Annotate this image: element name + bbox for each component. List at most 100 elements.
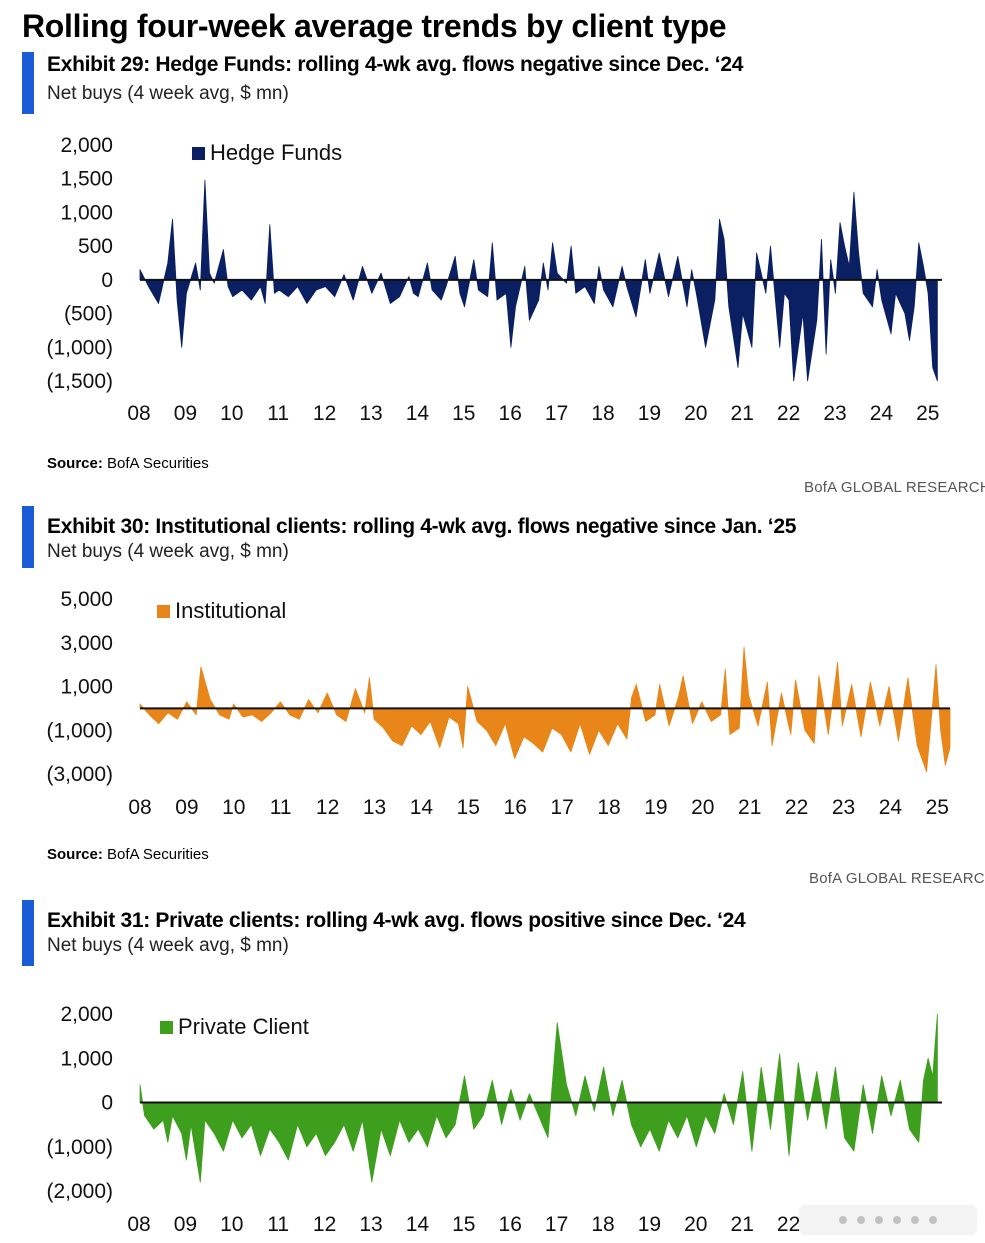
exhibit-subtitle: Net buys (4 week avg, $ mn) — [47, 83, 289, 104]
x-tick-label: 15 — [457, 796, 480, 819]
hedge-funds-chart: 2,000 1,500 1,000 500 0 (500) (1,000) (1,500) 08… — [46, 134, 942, 425]
x-tick-label: 21 — [738, 796, 761, 819]
x-tick-label: 10 — [220, 402, 243, 425]
x-tick-label: 12 — [313, 402, 336, 425]
brand-label: BofA GLOBAL RESEARCH — [804, 479, 985, 496]
legend-swatch — [160, 1021, 173, 1034]
dot-icon — [875, 1216, 883, 1224]
x-tick-label: 10 — [220, 1213, 243, 1236]
y-tick-label: (1,000) — [46, 1136, 113, 1159]
y-tick-label: 5,000 — [60, 588, 113, 611]
series-area — [139, 646, 951, 773]
x-tick-label: 19 — [638, 402, 661, 425]
institutional-chart: 5,000 3,000 1,000 (1,000) (3,000) 08 09 10 11 12 1… — [46, 588, 951, 819]
x-tick-label: 08 — [127, 402, 150, 425]
x-tick-label: 09 — [174, 402, 197, 425]
x-tick-label: 16 — [504, 796, 527, 819]
dot-icon — [929, 1216, 937, 1224]
exhibit-subtitle: Net buys (4 week avg, $ mn) — [47, 541, 289, 562]
brand-label: BofA GLOBAL RESEARCH — [809, 870, 985, 887]
x-tick-label: 21 — [731, 1213, 754, 1236]
y-tick-label: 0 — [101, 1092, 113, 1115]
x-tick-label: 19 — [644, 796, 667, 819]
source-label: Source: — [47, 846, 103, 863]
y-tick-label: (2,000) — [46, 1180, 113, 1203]
x-tick-label: 17 — [545, 1213, 568, 1236]
x-tick-label: 17 — [550, 796, 573, 819]
y-tick-label: 3,000 — [60, 632, 113, 655]
x-tick-label: 21 — [731, 402, 754, 425]
dot-icon — [911, 1216, 919, 1224]
x-tick-label: 08 — [128, 796, 151, 819]
x-tick-label: 17 — [545, 402, 568, 425]
private-client-chart: 2,000 1,000 0 (1,000) (2,000) 08 09 10 11 12 13 14 1… — [46, 1003, 942, 1236]
y-tick-label: 1,500 — [60, 168, 113, 191]
x-tick-label: 16 — [499, 402, 522, 425]
x-tick-label: 25 — [926, 796, 949, 819]
x-tick-label: 13 — [363, 796, 386, 819]
series-area — [139, 1013, 938, 1183]
x-tick-label: 22 — [777, 402, 800, 425]
exhibit-accent-bar — [22, 52, 34, 114]
x-tick-label: 18 — [591, 402, 614, 425]
more-options-button[interactable] — [799, 1205, 977, 1235]
x-tick-label: 11 — [267, 402, 289, 425]
y-tick-label: 1,000 — [60, 676, 113, 699]
x-tick-label: 24 — [870, 402, 894, 425]
y-tick-label: 1,000 — [60, 201, 113, 224]
x-tick-label: 20 — [684, 1213, 707, 1236]
exhibit-title: Exhibit 30: Institutional clients: rolli… — [47, 515, 797, 538]
x-tick-label: 15 — [452, 1213, 475, 1236]
x-tick-label: 12 — [316, 796, 339, 819]
y-tick-label: 1,000 — [60, 1047, 113, 1070]
x-tick-label: 19 — [638, 1213, 661, 1236]
dot-icon — [857, 1216, 865, 1224]
x-tick-label: 12 — [313, 1213, 336, 1236]
x-tick-label: 24 — [879, 796, 903, 819]
x-tick-label: 09 — [174, 1213, 197, 1236]
exhibit-subtitle: Net buys (4 week avg, $ mn) — [47, 935, 289, 956]
dot-icon — [893, 1216, 901, 1224]
source-note: Source: BofA Securities — [47, 455, 209, 472]
x-tick-label: 20 — [691, 796, 714, 819]
y-tick-label: 500 — [78, 235, 113, 258]
source-text: BofA Securities — [102, 455, 209, 472]
x-tick-label: 09 — [175, 796, 198, 819]
x-tick-label: 08 — [127, 1213, 150, 1236]
x-tick-label: 25 — [916, 402, 939, 425]
x-tick-label: 16 — [499, 1213, 522, 1236]
x-tick-label: 20 — [684, 402, 707, 425]
x-tick-label: 14 — [410, 796, 434, 819]
source-text: BofA Securities — [102, 846, 209, 863]
x-tick-label: 15 — [452, 402, 475, 425]
y-tick-label: 2,000 — [60, 1003, 113, 1026]
exhibit-accent-bar — [22, 506, 34, 568]
x-tick-label: 22 — [777, 1213, 800, 1236]
x-tick-label: 13 — [359, 1213, 382, 1236]
exhibit-accent-bar — [22, 900, 34, 966]
legend-label: Hedge Funds — [210, 140, 342, 165]
x-tick-label: 23 — [823, 402, 846, 425]
y-tick-label: (3,000) — [46, 763, 113, 786]
x-tick-label: 11 — [267, 1213, 289, 1236]
page-title: Rolling four-week average trends by clie… — [22, 8, 727, 44]
x-tick-label: 18 — [591, 1213, 614, 1236]
y-tick-label: (500) — [64, 303, 113, 326]
y-tick-label: (1,500) — [46, 370, 113, 393]
dot-icon — [839, 1216, 847, 1224]
x-tick-label: 23 — [832, 796, 855, 819]
y-tick-label: 0 — [101, 269, 113, 292]
x-tick-label: 18 — [597, 796, 620, 819]
y-tick-label: 2,000 — [60, 134, 113, 157]
legend-label: Private Client — [178, 1014, 309, 1039]
source-label: Source: — [47, 455, 103, 472]
exhibit-title: Exhibit 31: Private clients: rolling 4-w… — [47, 909, 746, 932]
legend-swatch — [157, 605, 170, 618]
exhibit-title: Exhibit 29: Hedge Funds: rolling 4-wk av… — [47, 53, 744, 76]
x-tick-label: 11 — [270, 796, 292, 819]
x-tick-label: 22 — [785, 796, 808, 819]
x-tick-label: 13 — [359, 402, 382, 425]
source-note: Source: BofA Securities — [47, 846, 209, 863]
x-tick-label: 14 — [406, 402, 430, 425]
x-tick-label: 14 — [406, 1213, 430, 1236]
